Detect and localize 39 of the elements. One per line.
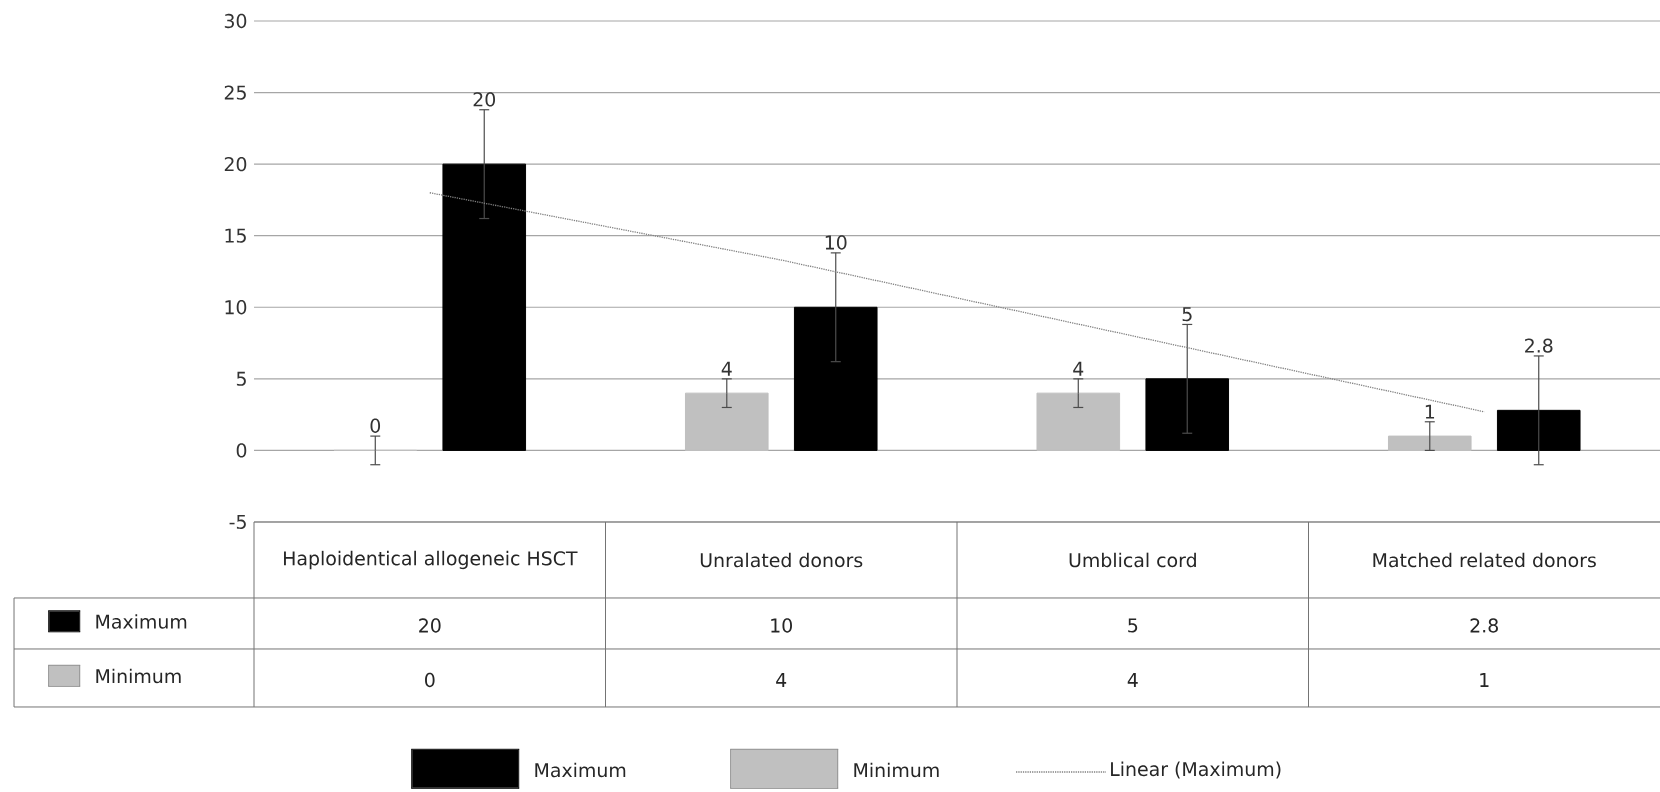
bar: [442, 163, 527, 451]
text: 0: [370, 418, 381, 433]
y-tick-label: 0: [236, 443, 247, 458]
y-tick-label: 15: [225, 228, 246, 243]
x-tick-label: Haploidentical allogeneic HSCT: [284, 550, 578, 570]
x-tick-label: Umblical cord: [1069, 552, 1196, 568]
legend-label: Minimum: [96, 668, 181, 684]
y-tick-label: 25: [224, 85, 246, 100]
data-label: 5: [1128, 618, 1138, 633]
y-tick-label: 20: [224, 156, 247, 172]
x-tick-label: Matched related donors: [1373, 552, 1596, 568]
bar: [793, 306, 878, 451]
data-label: 4: [776, 673, 787, 687]
bar: [684, 392, 769, 451]
bar: [1496, 409, 1581, 451]
y-tick-label: 10: [225, 300, 247, 315]
y-tick-label: 30: [224, 13, 247, 29]
text: 4: [721, 361, 732, 376]
data-label: 20: [419, 618, 441, 633]
data-label: 1: [1480, 673, 1489, 687]
legend-label: Maximum: [96, 614, 187, 629]
text: 4: [1073, 361, 1084, 376]
text: Maximum: [535, 762, 626, 778]
data-label: 10: [771, 618, 792, 633]
text: 1: [1425, 404, 1435, 419]
y-tick-label: 5: [236, 371, 246, 386]
x-tick-label: Unralated donors: [700, 552, 863, 568]
bar: [1036, 392, 1121, 451]
legend-label: Linear (Maximum): [1111, 761, 1281, 779]
text: 2.8: [1525, 338, 1553, 353]
data-label: 0: [425, 672, 435, 688]
bar: [1387, 435, 1472, 451]
text: 20: [473, 92, 496, 107]
text: 5: [1182, 307, 1192, 322]
data-label: 4: [1127, 673, 1138, 687]
data-label: 2.8: [1470, 618, 1498, 633]
y-tick-label: -5: [229, 514, 246, 530]
text: 10: [825, 235, 847, 250]
text: Minimum: [854, 762, 939, 778]
